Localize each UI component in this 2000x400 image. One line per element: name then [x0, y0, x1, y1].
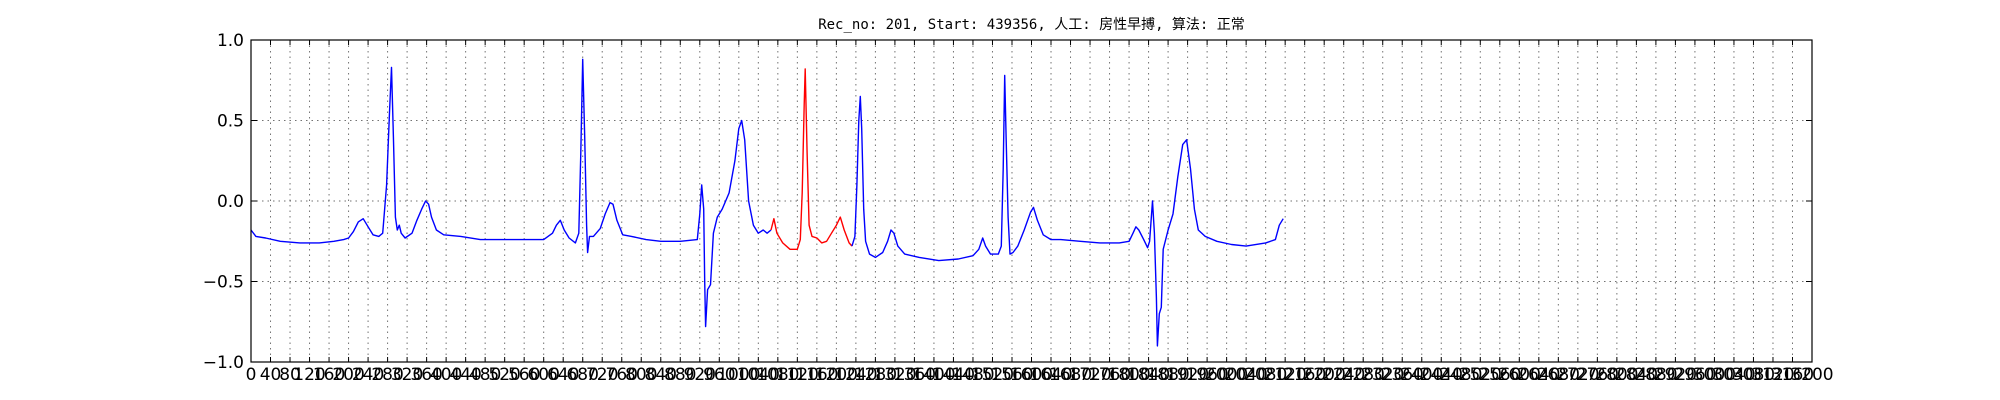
x-tick-label: 240 [352, 365, 384, 385]
x-tick-label: 400 [430, 365, 462, 385]
x-tick-label: 1080 [756, 365, 799, 385]
x-tick-label: 840 [645, 365, 677, 385]
x-tick-label: 1400 [912, 365, 955, 385]
x-tick-label: 960 [703, 365, 735, 385]
x-tick-label: 2240 [1322, 365, 1365, 385]
x-tick-label: 2400 [1400, 365, 1443, 385]
grid [251, 40, 1812, 362]
x-tick-label: 200 [332, 365, 364, 385]
x-tick-label: 2600 [1498, 365, 1541, 385]
x-tick-label: 600 [527, 365, 559, 385]
x-tick-label: 2960 [1673, 365, 1716, 385]
x-tick-label: 1680 [1049, 365, 1092, 385]
x-tick-label: 0 [246, 365, 257, 385]
x-tick-label: 2920 [1654, 365, 1697, 385]
x-tick-label: 1840 [1127, 365, 1170, 385]
x-tick-label: 2800 [1595, 365, 1638, 385]
ecg-segment-1-line [250, 58, 772, 328]
x-tick-label: 2040 [1225, 365, 1268, 385]
x-tick-label: 480 [469, 365, 501, 385]
x-tick-label: 560 [508, 365, 540, 385]
x-tick-label: 160 [313, 365, 345, 385]
x-tick-label: 1200 [815, 365, 858, 385]
x-tick-label: 1000 [717, 365, 760, 385]
x-tick-label: 3120 [1751, 365, 1794, 385]
y-tick-label: 0.5 [217, 112, 244, 132]
x-tick-label: 2120 [1264, 365, 1307, 385]
x-tick-label: 1480 [951, 365, 994, 385]
x-tick-label: 920 [684, 365, 716, 385]
x-tick-label: 2640 [1517, 365, 1560, 385]
y-tick-label: −1.0 [203, 353, 244, 373]
x-tick-label: 2440 [1420, 365, 1463, 385]
x-tick-label: 2480 [1439, 365, 1482, 385]
x-tick-label: 3040 [1712, 365, 1755, 385]
x-tick-label: 1760 [1088, 365, 1131, 385]
x-tick-label: 800 [625, 365, 657, 385]
x-tick-label: 1520 [971, 365, 1014, 385]
x-tick-label: 880 [664, 365, 696, 385]
x-tick-label: 2680 [1537, 365, 1580, 385]
x-tick-label: 2280 [1342, 365, 1385, 385]
x-tick-label: 3080 [1732, 365, 1775, 385]
y-tick-label: 0.0 [217, 192, 244, 212]
x-tick-label: 2520 [1459, 365, 1502, 385]
x-tick-label: 2360 [1381, 365, 1424, 385]
x-tick-label: 1240 [834, 365, 877, 385]
x-tick-label: 3000 [1693, 365, 1736, 385]
x-tick-label: 1960 [1185, 365, 1228, 385]
x-tick-label: 440 [449, 365, 481, 385]
y-tick-label: −0.5 [203, 273, 244, 293]
x-tick-label: 1120 [776, 365, 819, 385]
y-tick-label: 1.0 [217, 31, 244, 51]
ecg-segment-red-line [770, 68, 853, 250]
x-tick-label: 2080 [1244, 365, 1287, 385]
series-group [250, 58, 1284, 347]
x-tick-label: 1600 [1010, 365, 1053, 385]
x-tick-label: 2320 [1361, 365, 1404, 385]
chart-title: Rec_no: 201, Start: 439356, 人工: 房性早搏, 算法… [818, 16, 1245, 33]
x-tick-label: 2720 [1556, 365, 1599, 385]
x-tick-label: 3160 [1771, 365, 1814, 385]
x-tick-label: 640 [547, 365, 579, 385]
y-axis: 1.0 0.5 0.0 −0.5 −1.0 [203, 31, 1812, 373]
x-tick-label: 520 [488, 365, 520, 385]
x-tick-label: 2840 [1615, 365, 1658, 385]
x-tick-label: 2760 [1576, 365, 1619, 385]
x-tick-label: 3200 [1790, 365, 1833, 385]
x-axis: 0 408012016020024028032036040044048052056… [246, 40, 1834, 385]
x-tick-label: 1880 [1146, 365, 1189, 385]
x-tick-label: 1160 [795, 365, 838, 385]
x-tick-label: 760 [606, 365, 638, 385]
x-tick-label: 1360 [893, 365, 936, 385]
x-tick-label: 2000 [1205, 365, 1248, 385]
x-tick-label: 1280 [854, 365, 897, 385]
x-tick-label: 1920 [1166, 365, 1209, 385]
x-tick-label: 1320 [873, 365, 916, 385]
x-tick-label: 360 [410, 365, 442, 385]
x-tick-label: 2200 [1303, 365, 1346, 385]
x-tick-label: 320 [391, 365, 423, 385]
ecg-segment-2-line [851, 74, 1284, 347]
x-tick-label: 2560 [1478, 365, 1521, 385]
x-tick-label: 120 [293, 365, 325, 385]
x-tick-label: 2880 [1634, 365, 1677, 385]
x-tick-label: 280 [371, 365, 403, 385]
x-tick-label: 1720 [1068, 365, 1111, 385]
x-tick-label: 40 [260, 365, 282, 385]
x-tick-label: 1640 [1029, 365, 1072, 385]
x-tick-label: 1040 [737, 365, 780, 385]
x-tick-label: 1560 [990, 365, 1033, 385]
x-tick-label: 720 [586, 365, 618, 385]
x-tick-label: 1800 [1107, 365, 1150, 385]
x-tick-label: 680 [566, 365, 598, 385]
x-tick-label: 2160 [1283, 365, 1326, 385]
x-tick-label: 80 [279, 365, 301, 385]
x-tick-label: 1440 [932, 365, 975, 385]
